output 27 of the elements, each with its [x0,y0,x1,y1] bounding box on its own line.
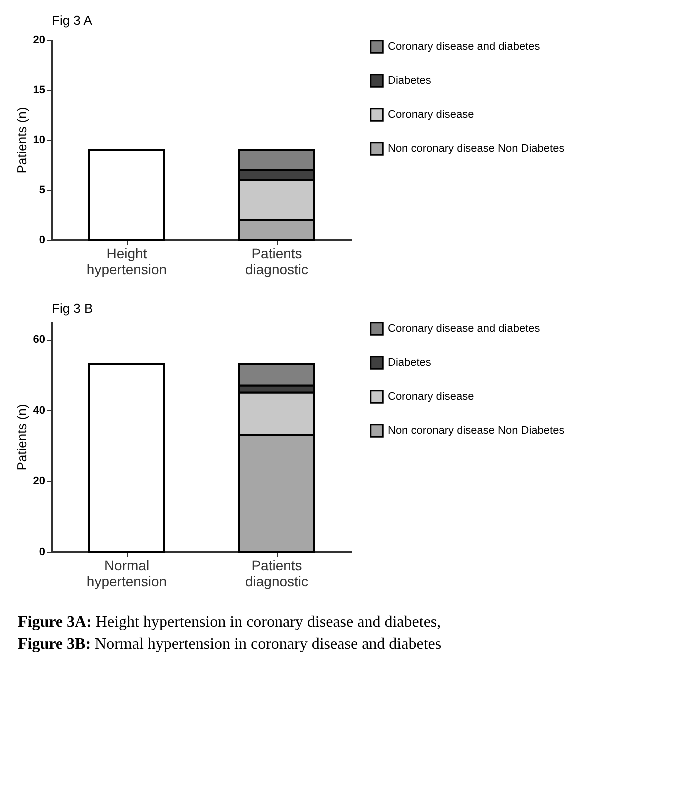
caption: Figure 3A: Height hypertension in coronary disease and diabetes, [18,614,442,631]
legend-label: Coronary disease [388,391,474,403]
chart-title: Fig 3 A [52,13,93,28]
x-tick-label: Patients diagnostic [245,246,309,278]
y-tick-label: 10 [33,134,46,146]
x-tick-label: Patients diagnostic [245,558,309,590]
y-axis-title: Patients (n) [14,107,30,174]
legend-label: Coronary disease and diabetes [388,323,541,335]
y-tick-label: 15 [33,84,46,96]
chart-title: Fig 3 B [52,301,94,316]
x-tick-label: Normal hypertension [86,558,168,590]
y-tick-label: 20 [33,34,46,46]
legend-label: Non coronary disease Non Diabetes [388,143,566,155]
legend-label: Diabetes [388,75,432,87]
legend-label: Coronary disease [388,109,474,121]
y-tick-label: 0 [39,546,46,558]
y-tick-label: 20 [33,476,46,488]
y-tick-label: 5 [39,184,46,196]
legend-label: Diabetes [388,357,432,369]
caption: Figure 3B: Normal hypertension in coronary disease and diabetes [18,636,442,653]
y-tick-label: 40 [33,404,46,417]
y-tick-label: 0 [39,234,46,246]
y-axis-title: Patients (n) [14,404,30,471]
legend-label: Non coronary disease Non Diabetes [388,425,566,437]
y-tick-label: 60 [33,334,46,346]
x-tick-label: Height hypertension [86,246,168,278]
legend-label: Coronary disease and diabetes [388,41,541,53]
